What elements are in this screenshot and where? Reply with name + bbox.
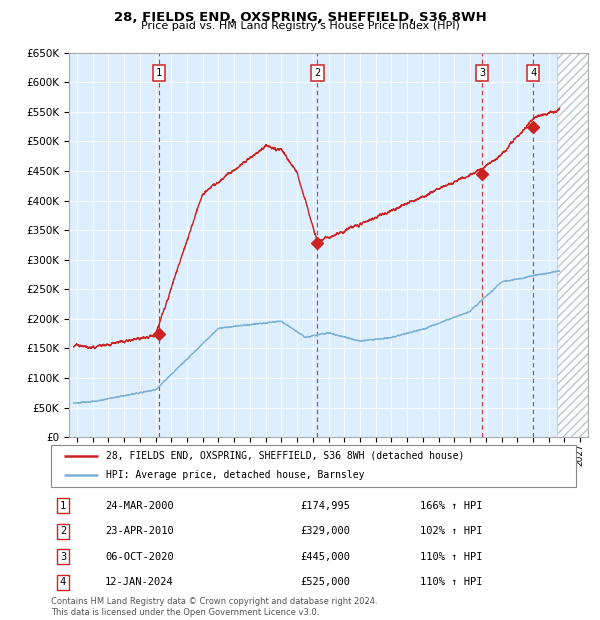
Text: HPI: Average price, detached house, Barnsley: HPI: Average price, detached house, Barn… bbox=[106, 471, 365, 480]
Text: 102% ↑ HPI: 102% ↑ HPI bbox=[420, 526, 482, 536]
Text: £445,000: £445,000 bbox=[300, 552, 350, 562]
Text: 28, FIELDS END, OXSPRING, SHEFFIELD, S36 8WH: 28, FIELDS END, OXSPRING, SHEFFIELD, S36… bbox=[113, 11, 487, 24]
Text: 28, FIELDS END, OXSPRING, SHEFFIELD, S36 8WH (detached house): 28, FIELDS END, OXSPRING, SHEFFIELD, S36… bbox=[106, 451, 464, 461]
Text: 06-OCT-2020: 06-OCT-2020 bbox=[105, 552, 174, 562]
Text: 110% ↑ HPI: 110% ↑ HPI bbox=[420, 577, 482, 587]
Text: 1: 1 bbox=[155, 68, 162, 78]
Text: Contains HM Land Registry data © Crown copyright and database right 2024.
This d: Contains HM Land Registry data © Crown c… bbox=[51, 598, 377, 617]
Text: 2: 2 bbox=[60, 526, 66, 536]
Text: 4: 4 bbox=[530, 68, 536, 78]
Bar bbox=[557, 53, 588, 437]
Text: 23-APR-2010: 23-APR-2010 bbox=[105, 526, 174, 536]
Text: Price paid vs. HM Land Registry's House Price Index (HPI): Price paid vs. HM Land Registry's House … bbox=[140, 21, 460, 31]
Text: 110% ↑ HPI: 110% ↑ HPI bbox=[420, 552, 482, 562]
Text: 3: 3 bbox=[479, 68, 485, 78]
Text: 24-MAR-2000: 24-MAR-2000 bbox=[105, 500, 174, 511]
Text: 12-JAN-2024: 12-JAN-2024 bbox=[105, 577, 174, 587]
Text: 166% ↑ HPI: 166% ↑ HPI bbox=[420, 500, 482, 511]
Text: 3: 3 bbox=[60, 552, 66, 562]
Text: 4: 4 bbox=[60, 577, 66, 587]
Text: 1: 1 bbox=[60, 500, 66, 511]
Text: £525,000: £525,000 bbox=[300, 577, 350, 587]
Text: £174,995: £174,995 bbox=[300, 500, 350, 511]
Text: 2: 2 bbox=[314, 68, 320, 78]
Text: £329,000: £329,000 bbox=[300, 526, 350, 536]
